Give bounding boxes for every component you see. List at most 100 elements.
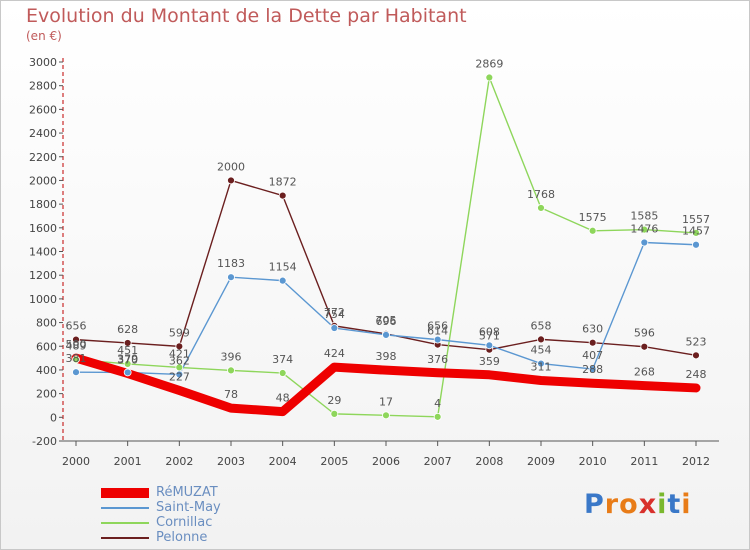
data-point-cornillac [485,73,494,82]
data-label-pelonne: 628 [117,323,138,336]
data-label-r-muzat: 370 [117,353,138,366]
data-point-pelonne [278,191,287,200]
data-label-saint-may: 362 [169,354,190,367]
data-label-cornillac: 4 [434,397,441,410]
chart-title: Evolution du Montant de la Dette par Hab… [26,5,467,27]
y-tick-label: 1400 [29,246,57,259]
data-label-pelonne: 656 [66,320,87,333]
data-point-cornillac [537,204,545,212]
data-label-cornillac: 1768 [527,188,555,201]
data-point-pelonne [640,342,649,351]
y-tick-label: 600 [36,340,57,353]
data-label-saint-may: 407 [582,349,603,362]
data-point-cornillac [278,369,287,377]
data-point-saint-may [175,370,184,379]
logo-letter: i [681,489,692,520]
x-tick-label: 2006 [372,455,400,468]
data-label-r-muzat: 48 [276,392,290,405]
y-tick-label: 400 [36,364,57,377]
legend-swatch-remuzat [101,488,149,498]
data-point-saint-may [382,330,390,339]
x-tick-label: 2012 [682,455,710,468]
data-label-saint-may: 1183 [217,257,245,270]
data-point-saint-may [588,365,597,374]
data-label-r-muzat: 424 [324,347,345,360]
data-label-saint-may: 696 [376,315,397,328]
data-point-pelonne [537,335,545,344]
data-label-pelonne: 658 [531,319,552,332]
x-tick-label: 2002 [165,455,193,468]
x-tick-label: 2008 [475,455,503,468]
x-tick-label: 2001 [114,455,142,468]
legend-label-saint-may: Saint-May [156,500,221,515]
x-tick-label: 2005 [320,455,348,468]
data-label-cornillac: 374 [272,353,293,366]
data-label-cornillac: 489 [66,339,87,352]
data-label-pelonne: 705 [376,314,397,327]
data-point-cornillac [588,226,597,235]
logo-letter: i [657,489,668,520]
data-label-cornillac: 17 [379,395,393,408]
data-point-saint-may [227,273,235,282]
data-label-saint-may: 608 [479,325,500,338]
data-point-cornillac [382,411,390,420]
data-label-cornillac: 396 [221,350,242,363]
data-point-pelonne [227,176,235,185]
data-label-r-muzat: 311 [531,360,552,373]
data-point-cornillac [330,409,339,418]
y-tick-label: 2600 [29,103,57,116]
y-tick-label: 200 [36,388,57,401]
data-point-saint-may [278,276,287,285]
legend-swatch-cornillac [101,522,149,524]
y-tick-label: 3000 [29,56,57,69]
data-point-pelonne [692,351,700,360]
data-point-saint-may [72,368,80,377]
y-tick-label: 2000 [29,174,57,187]
data-point-cornillac [640,225,649,234]
data-label-cornillac: 1585 [630,210,658,223]
legend-swatch-saint-may [101,507,149,509]
data-label-pelonne: 596 [634,327,655,340]
logo-letter: P [584,489,605,520]
data-label-r-muzat: 288 [582,363,603,376]
data-point-saint-may [123,368,132,377]
data-label-r-muzat: 78 [224,388,238,401]
data-point-cornillac [227,366,235,375]
x-tick-label: 2000 [62,455,90,468]
data-label-saint-may: 754 [324,308,345,321]
data-label-saint-may: 1457 [682,225,710,238]
data-label-r-muzat: 500 [66,338,87,351]
data-label-r-muzat: 398 [376,350,397,363]
data-label-saint-may: 1154 [269,261,297,274]
proxiti-logo: Proxiti [584,489,692,520]
series-line-r-muzat [71,353,701,417]
data-label-saint-may: 1476 [630,222,658,235]
chart-unit: (en €) [26,29,62,43]
logo-letter: x [638,489,658,520]
y-tick-label: 1000 [29,293,57,306]
x-tick-label: 2007 [424,455,452,468]
data-label-r-muzat: 248 [686,368,707,381]
data-label-pelonne: 772 [324,306,345,319]
data-point-cornillac [123,359,132,368]
data-point-saint-may [433,335,442,344]
x-tick-label: 2003 [217,455,245,468]
y-tick-label: 1600 [29,222,57,235]
data-point-pelonne [588,338,597,347]
data-label-cornillac: 421 [169,347,190,360]
data-point-pelonne [123,339,132,347]
data-point-pelonne [175,342,184,351]
logo-letter: o [619,489,639,520]
data-point-saint-may [640,238,649,247]
y-tick-label: 800 [36,317,57,330]
logo-letter: r [604,489,620,520]
data-point-cornillac [692,229,700,237]
data-label-cornillac: 1575 [579,211,607,224]
y-tick-label: 2200 [29,151,57,164]
legend-swatch-pelonne [101,537,149,539]
data-point-cornillac [72,355,80,364]
data-label-pelonne: 2000 [217,160,245,173]
data-label-pelonne: 571 [479,330,500,343]
